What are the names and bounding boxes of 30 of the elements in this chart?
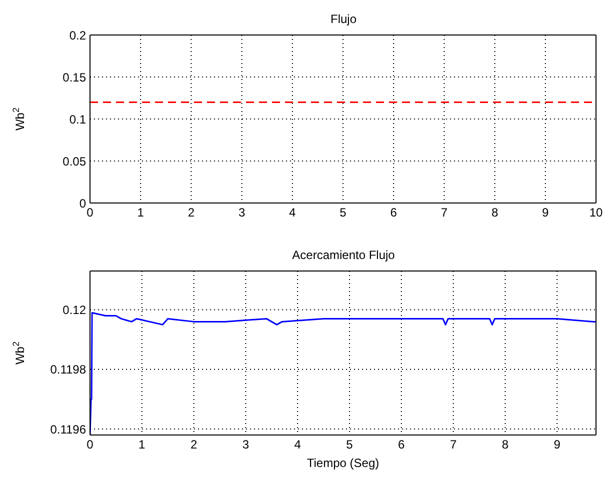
x-tick-label: 7: [440, 206, 448, 220]
x-tick-label: 9: [554, 438, 561, 452]
x-tick-label: 7: [450, 438, 457, 452]
x-tick-label: 2: [190, 438, 198, 452]
x-tick-label: 5: [340, 206, 347, 220]
x-axis-title: Tiempo (Seg): [306, 456, 380, 470]
y-tick-label: 0.15: [62, 70, 86, 84]
x-tick-label: 6: [390, 206, 398, 220]
chart-title: Acercamiento Flujo: [291, 248, 396, 262]
x-tick-label: 4: [289, 206, 296, 220]
x-tick-label: 10: [589, 206, 603, 220]
x-tick-label: 8: [491, 206, 498, 220]
y-tick-label: 0.12: [62, 303, 86, 318]
x-tick-label: 4: [294, 438, 302, 452]
x-tick-label: 2: [188, 206, 195, 220]
x-tick-label: 3: [242, 438, 250, 452]
x-tick-label: 9: [542, 206, 550, 220]
y-tick-label: 0.2: [69, 28, 86, 42]
x-tick-label: 3: [238, 206, 246, 220]
x-tick-label: 1: [137, 206, 144, 220]
x-tick-label: 1: [138, 438, 146, 452]
x-tick-label: 5: [346, 438, 354, 452]
y-tick-label: 0.1: [69, 112, 86, 126]
y-tick-label: 0: [79, 196, 86, 210]
x-tick-label: 8: [502, 438, 509, 452]
y-tick-label: 0.1196: [50, 422, 86, 436]
chart-title: Flujo: [329, 12, 358, 26]
y-tick-label: 0.05: [62, 154, 86, 168]
y-tick-label: 0.1198: [50, 362, 86, 377]
x-tick-label: 6: [398, 438, 406, 452]
